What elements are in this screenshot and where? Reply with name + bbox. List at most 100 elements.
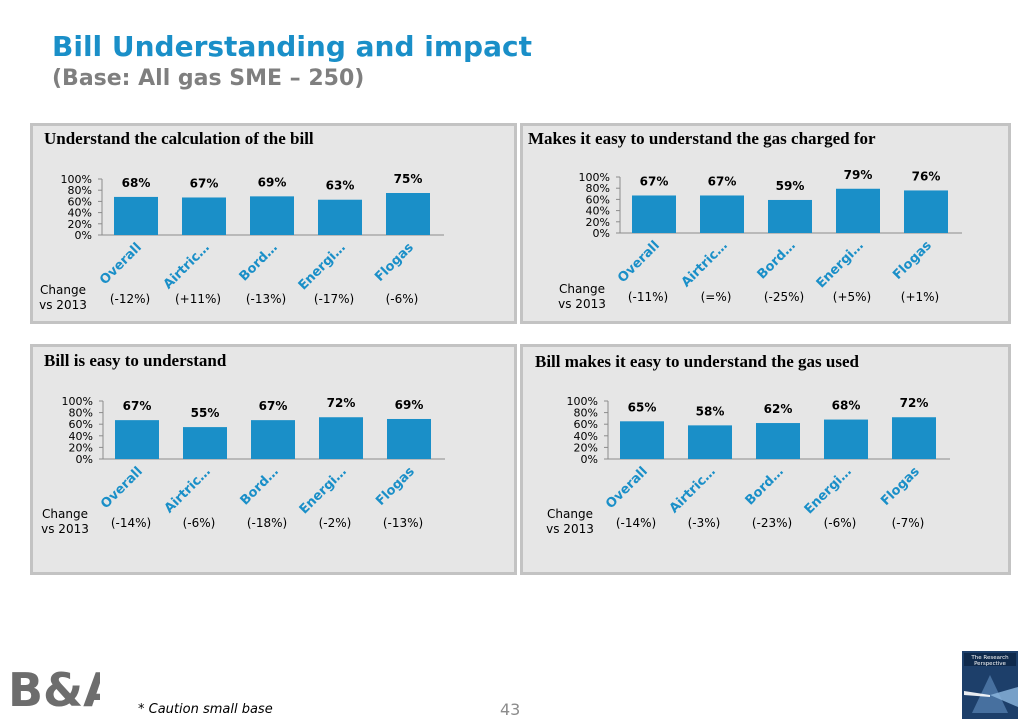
bar	[904, 190, 948, 233]
bar	[183, 427, 227, 459]
change-value: (-6%)	[824, 516, 857, 530]
y-tick-label: 0%	[76, 453, 93, 466]
bar	[115, 420, 159, 459]
y-tick-label: 20%	[586, 216, 610, 229]
chart-title-easy-understand: Bill is easy to understand	[44, 351, 227, 370]
bar	[114, 196, 158, 235]
bar-value-label: 72%	[327, 396, 356, 410]
change-value: (-23%)	[752, 516, 792, 530]
bar-value-label: 79%	[844, 168, 873, 182]
bar	[768, 199, 812, 233]
chart-title-calculation: Understand the calculation of the bill	[44, 129, 314, 148]
change-row-label: Change	[42, 507, 88, 521]
bar	[892, 417, 936, 459]
change-value: (-6%)	[183, 516, 216, 530]
change-value: (=%)	[701, 290, 732, 304]
change-row-label: vs 2013	[558, 297, 606, 311]
change-value: (-11%)	[628, 290, 668, 304]
change-value: (-13%)	[383, 516, 423, 530]
bar	[319, 417, 363, 459]
bar-value-label: 63%	[326, 179, 355, 193]
y-tick-label: 60%	[69, 418, 93, 431]
logo2-line1: The Research	[970, 655, 1009, 661]
bar-value-label: 67%	[259, 399, 288, 413]
category-label: Energi…	[802, 464, 855, 517]
bar	[386, 193, 430, 235]
y-tick-label: 0%	[581, 453, 598, 466]
y-tick-label: 20%	[574, 441, 598, 454]
bar-value-label: 68%	[122, 176, 151, 190]
y-tick-label: 100%	[62, 395, 93, 408]
bar	[318, 199, 362, 235]
y-tick-label: 100%	[567, 395, 598, 408]
bar	[688, 425, 732, 459]
change-value: (-13%)	[246, 292, 286, 306]
bar	[620, 421, 664, 459]
bar-value-label: 59%	[776, 179, 805, 193]
bar-value-label: 72%	[900, 396, 929, 410]
y-tick-label: 20%	[68, 218, 92, 231]
ba-logo-icon: B&A	[8, 663, 119, 717]
y-tick-label: 80%	[586, 182, 610, 195]
y-tick-label: 20%	[69, 441, 93, 454]
change-row-label: Change	[559, 282, 605, 296]
chart-panel-calculation	[30, 123, 517, 324]
y-tick-label: 0%	[75, 229, 92, 242]
bar-value-label: 67%	[190, 176, 219, 190]
change-value: (+5%)	[833, 290, 871, 304]
change-row-label: vs 2013	[39, 298, 87, 312]
bar-value-label: 69%	[258, 175, 287, 189]
bar-value-label: 67%	[708, 174, 737, 188]
page-title: Bill Understanding and impact	[52, 30, 532, 63]
ba-logo-text: B&A	[8, 663, 100, 710]
chart-title-gas-charged: Makes it easy to understand the gas char…	[528, 129, 876, 148]
y-tick-label: 60%	[68, 195, 92, 208]
change-value: (+1%)	[901, 290, 939, 304]
change-value: (-6%)	[386, 292, 419, 306]
y-tick-label: 100%	[61, 173, 92, 186]
bar-value-label: 58%	[696, 404, 725, 418]
ba-logo: B&A	[8, 662, 119, 717]
bar-value-label: 55%	[191, 406, 220, 420]
change-value: (-3%)	[688, 516, 721, 530]
page-number: 43	[500, 700, 521, 719]
bar	[387, 418, 431, 459]
chart-title-gas-used: Bill makes it easy to understand the gas…	[535, 352, 859, 371]
bar-value-label: 67%	[640, 174, 669, 188]
y-tick-label: 40%	[574, 430, 598, 443]
bar-value-label: 75%	[394, 172, 423, 186]
research-perspective-logo: The Research Perspective	[962, 651, 1018, 723]
change-value: (-14%)	[616, 516, 656, 530]
change-value: (-12%)	[110, 292, 150, 306]
y-tick-label: 60%	[574, 418, 598, 431]
bar-value-label: 65%	[628, 400, 657, 414]
y-tick-label: 60%	[586, 193, 610, 206]
bar-value-label: 62%	[764, 402, 793, 416]
change-value: (-18%)	[247, 516, 287, 530]
prism-logo-icon: The Research Perspective	[962, 651, 1018, 719]
change-row-label: Change	[547, 507, 593, 521]
bar-value-label: 76%	[912, 169, 941, 183]
category-label: Airtric…	[667, 464, 719, 516]
y-tick-label: 40%	[586, 205, 610, 218]
page-subtitle: (Base: All gas SME – 250)	[52, 66, 365, 91]
change-row-label: vs 2013	[41, 522, 89, 536]
y-tick-label: 0%	[593, 227, 610, 240]
bar	[756, 423, 800, 459]
bar	[632, 195, 676, 233]
caution-note: * Caution small base	[138, 702, 273, 717]
change-value: (-7%)	[892, 516, 925, 530]
change-value: (-14%)	[111, 516, 151, 530]
change-value: (-17%)	[314, 292, 354, 306]
y-tick-label: 80%	[69, 407, 93, 420]
bar	[250, 196, 294, 235]
y-tick-label: 80%	[574, 407, 598, 420]
change-row-label: Change	[40, 283, 86, 297]
logo2-line2: Perspective	[974, 661, 1006, 667]
bar	[182, 197, 226, 235]
y-tick-label: 80%	[68, 184, 92, 197]
